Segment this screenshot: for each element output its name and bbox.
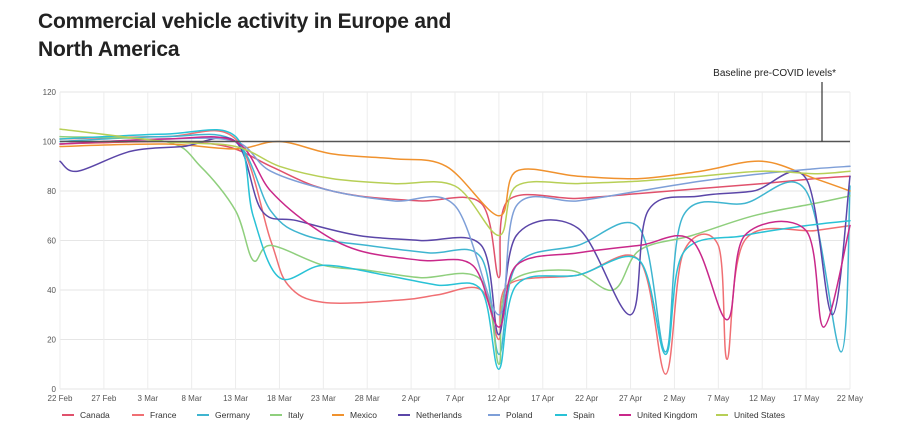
x-tick-label: 27 Feb <box>91 394 116 403</box>
legend-label: Poland <box>506 410 533 420</box>
y-tick-label: 60 <box>47 237 56 246</box>
legend-label: Canada <box>80 410 110 420</box>
x-tick-label: 22 Apr <box>575 394 598 403</box>
legend-label: United States <box>734 410 785 420</box>
y-tick-label: 40 <box>47 286 56 295</box>
series-line-spain <box>59 129 851 370</box>
series-lines <box>59 128 851 375</box>
x-tick-label: 27 Apr <box>619 394 642 403</box>
chart-title: Commercial vehicle activity in Europe an… <box>38 10 452 61</box>
x-tick-label: 28 Mar <box>355 394 380 403</box>
x-tick-label: 17 May <box>793 394 819 403</box>
y-tick-label: 20 <box>47 336 56 345</box>
series-line-germany <box>59 133 851 356</box>
y-axis-ticks: 0 20 40 60 80 100 120 <box>43 88 57 394</box>
x-axis-ticks: 22 Feb 27 Feb 3 Mar 8 Mar 13 Mar 18 Mar 23 Mar… <box>48 394 864 403</box>
legend-label: Germany <box>215 410 251 420</box>
x-tick-label: 17 Apr <box>531 394 554 403</box>
x-tick-label: 2 Apr <box>402 394 421 403</box>
legend-label: Netherlands <box>416 410 462 420</box>
legend-label: Mexico <box>350 410 377 420</box>
series-line-united-states <box>59 128 851 237</box>
x-tick-label: 18 Mar <box>267 394 292 403</box>
legend-label: Spain <box>573 410 595 420</box>
baseline-label: Baseline pre-COVID levels* <box>713 68 836 79</box>
y-tick-label: 0 <box>52 385 57 394</box>
y-tick-label: 120 <box>43 88 57 97</box>
legend-label: Italy <box>288 410 304 420</box>
x-tick-label: 7 May <box>707 394 729 403</box>
legend-label: France <box>150 410 177 420</box>
x-tick-label: 3 Mar <box>138 394 159 403</box>
x-tick-label: 13 Mar <box>223 394 248 403</box>
series-line-united-kingdom <box>59 135 851 328</box>
x-tick-label: 23 Mar <box>311 394 336 403</box>
x-tick-label: 12 Apr <box>487 394 510 403</box>
y-tick-label: 80 <box>47 187 56 196</box>
x-tick-label: 8 Mar <box>181 394 202 403</box>
legend: Canada France Germany Italy Mexico Netherland… <box>62 410 785 420</box>
x-tick-label: 12 May <box>749 394 775 403</box>
x-tick-label: 2 May <box>664 394 686 403</box>
x-tick-label: 7 Apr <box>446 394 465 403</box>
x-tick-label: 22 Feb <box>48 394 73 403</box>
legend-label: United Kingdom <box>637 410 697 420</box>
baseline-group: Baseline pre-COVID levels* <box>60 68 850 143</box>
x-tick-label: 22 May <box>837 394 863 403</box>
y-tick-label: 100 <box>43 138 57 147</box>
series-line-mexico <box>59 140 851 217</box>
